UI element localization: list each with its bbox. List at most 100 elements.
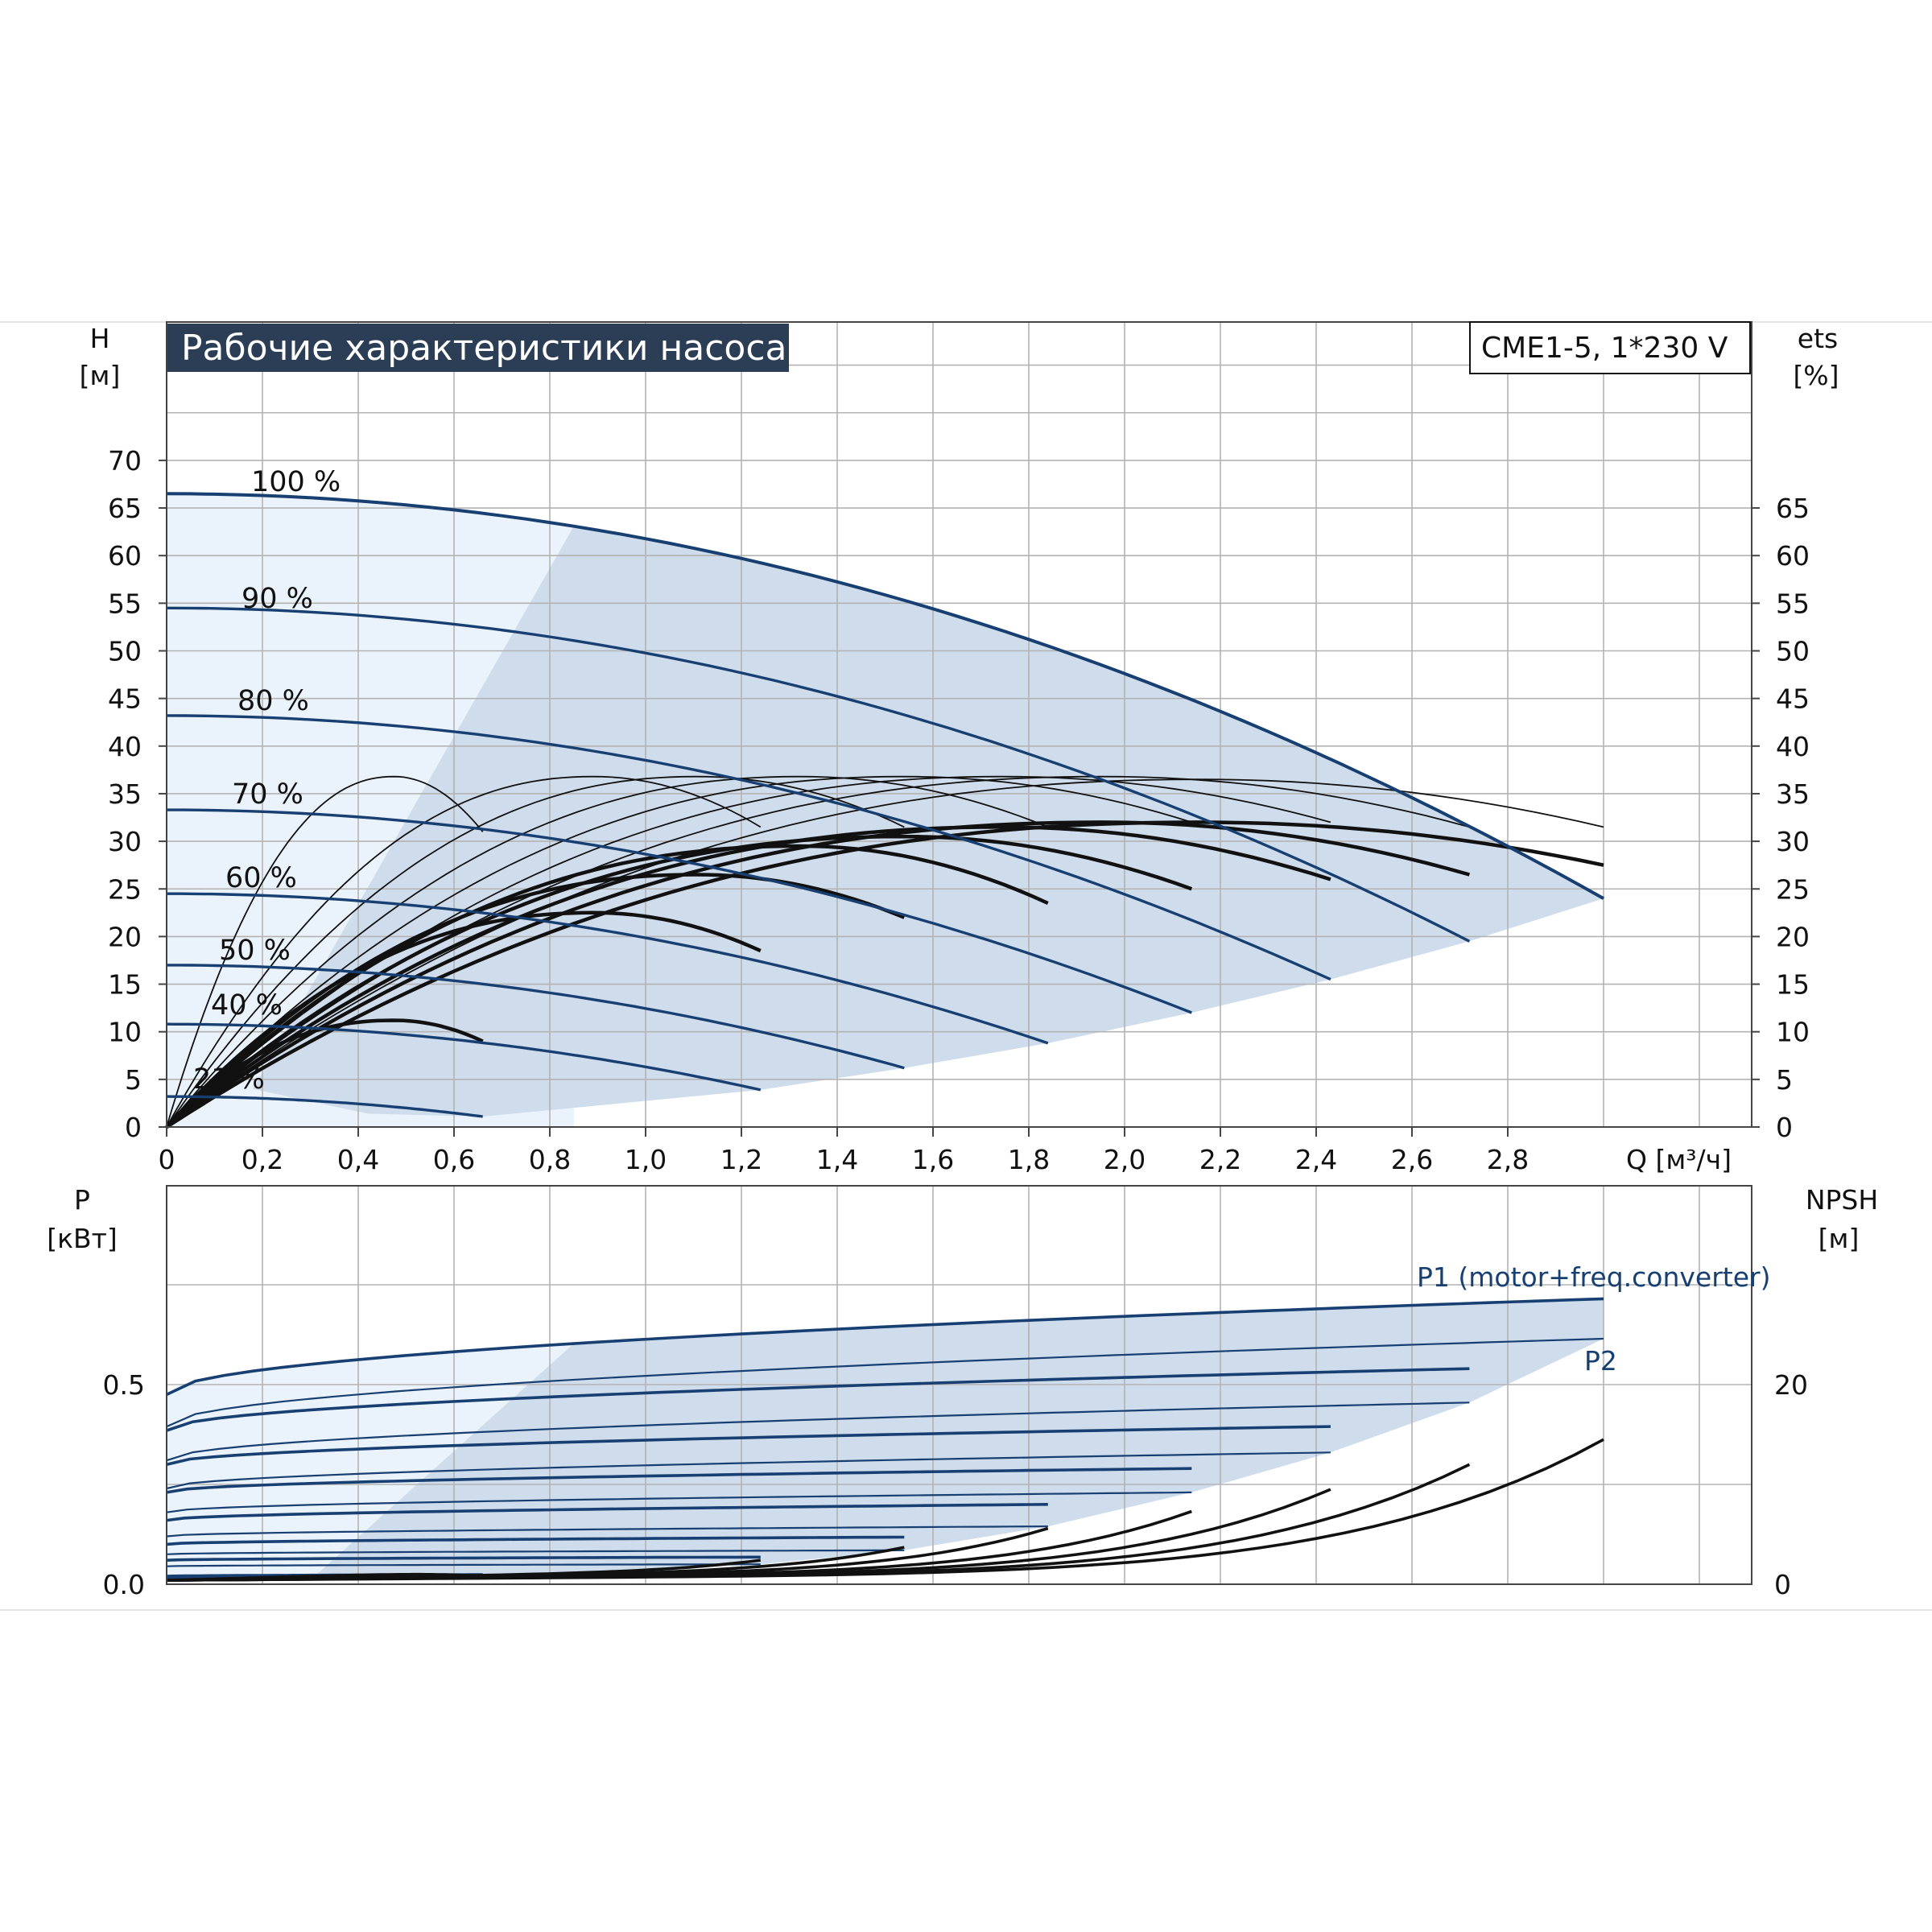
y-tick-label-right: 65 [1776,493,1810,524]
x-tick-label: 0,8 [529,1144,571,1175]
npsh-tick-label: 0 [1774,1569,1791,1600]
head-curve [166,1022,762,1092]
efficiency-curve [166,778,1604,1128]
efficiency-curve [166,775,1192,1128]
p2-curve [166,1525,1048,1538]
p2-curve [166,1451,1331,1490]
y-tick-label-right: 10 [1776,1017,1810,1048]
flow-axis-label: Q [м³/ч] [1626,1144,1732,1175]
y-tick-label-left: 15 [108,969,142,1001]
npsh-axis-unit: [м] [1818,1223,1860,1254]
p1-curve [166,1555,761,1562]
y-tick-label-right: 0 [1776,1112,1793,1143]
x-tick-label: 1,0 [625,1144,667,1175]
y-tick-label-left: 35 [108,778,142,810]
p1-curve [166,1535,905,1546]
y-tick-label-right: 55 [1776,588,1810,619]
x-tick-label: 2,8 [1487,1144,1529,1175]
y-tick-label-left: 60 [108,540,142,572]
p2-curve [166,1491,1192,1513]
efficiency-curve [165,820,1471,1129]
y-tick-label-right: 45 [1776,683,1810,715]
power-axis-unit: [кВт] [47,1223,118,1254]
p2-curve [166,1337,1604,1428]
y-tick-label-left: 10 [108,1017,142,1048]
x-tick-label: 2,0 [1104,1144,1146,1175]
y-tick-label-right: 25 [1776,873,1810,905]
p1-curve [166,1467,1192,1494]
x-tick-label: 1,4 [816,1144,858,1175]
head-curve [167,808,1192,1014]
npsh-curves [166,1438,1604,1582]
efficiency-curve [166,775,905,1128]
x-tick-label: 0,4 [337,1144,379,1175]
efficiency-curve [166,775,1049,1128]
y-tick-label-right: 35 [1776,778,1810,810]
head-curve [166,492,1604,900]
efficiency-curve [166,775,484,1128]
model-box [1469,321,1751,374]
head-curve [166,714,1331,981]
p2-curve [166,1549,905,1555]
efficiency-curve [166,775,762,1128]
title-box [167,324,789,372]
p1-curve [166,1503,1048,1522]
y-tick-label-left: 30 [108,826,142,857]
plot-frames [159,321,1760,1585]
efficiency-curve [165,825,1331,1129]
axis-labels: 100 % 90 % 80 % 70 % 60 % 50 % 40 % 21 % 0 5 10 15 2… [103,445,1810,1600]
y-tick-label-right: 30 [1776,826,1810,857]
x-tick-label: 1,6 [912,1144,954,1175]
speed-label: 70 % [232,778,303,811]
y-tick-label-left: 20 [108,921,142,952]
head-axis-title: H [90,323,110,354]
head-area-main [253,526,1604,1117]
p1-curve [166,1297,1604,1397]
p1-series-label: P1 (motor+freq.converter) [1417,1261,1770,1293]
y-tick-label-left: 5 [125,1064,142,1096]
y-tick-label-right: 40 [1776,731,1810,762]
y-tick-label-right: 50 [1776,636,1810,667]
grid-lines [166,322,1752,1585]
x-tick-label: 0,6 [433,1144,475,1175]
x-tick-label: 0,2 [242,1144,283,1175]
x-tick-label: 2,2 [1199,1144,1241,1175]
power-plot-frame [166,1185,1752,1585]
efficiency-curve [165,820,1604,1129]
p2-series-label: P2 [1584,1345,1617,1377]
y-tick-label-right: 60 [1776,540,1810,572]
x-tick-label: 2,4 [1295,1144,1337,1175]
y-tick-label-right: 15 [1776,969,1810,1001]
p1-curve [166,1425,1331,1466]
speed-label: 80 % [237,685,309,717]
p2-curve [166,1402,1470,1462]
head-curve [167,964,905,1070]
x-tick-label: 2,6 [1391,1144,1433,1175]
y-tick-label-left: 40 [108,731,142,762]
efficiency-curve [165,834,1193,1129]
power-tick-label: 0.5 [103,1369,145,1401]
y-tick-label-left: 50 [108,636,142,667]
y-tick-label-left: 25 [108,873,142,905]
head-curves [166,492,1604,1118]
speed-label: 50 % [219,935,291,967]
head-curve [166,606,1471,943]
power-axis-title: P [74,1184,90,1216]
speed-label: 40 % [211,989,283,1022]
npsh-curve [166,1572,483,1582]
efficiency-axis-title: ets [1798,323,1838,354]
y-tick-label-left: 65 [108,493,142,524]
npsh-axis-title: NPSH [1806,1184,1878,1216]
head-curve [166,1095,483,1118]
x-tick-label: 1,2 [720,1144,762,1175]
y-tick-label-right: 5 [1776,1064,1793,1096]
y-tick-label-left: 0 [125,1112,142,1143]
speed-label: 60 % [225,862,297,894]
head-curve [167,892,1049,1045]
x-tick-label: 0 [159,1144,175,1175]
y-tick-label-left: 70 [108,445,142,477]
npsh-tick-label: 20 [1774,1369,1808,1401]
head-plot-frame [166,321,1752,1128]
speed-label: 90 % [242,583,313,615]
